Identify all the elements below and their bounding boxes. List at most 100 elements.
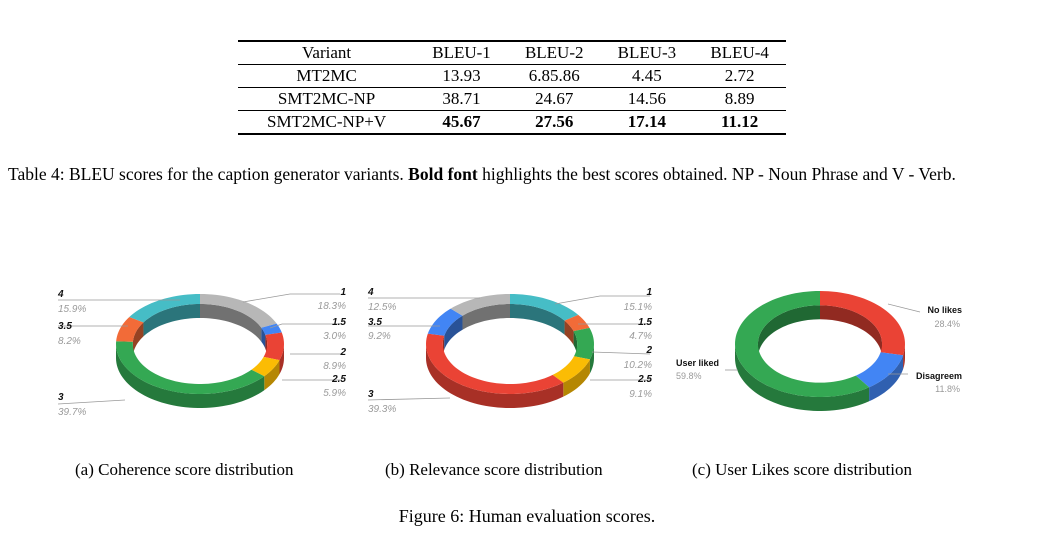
leader-line	[554, 295, 650, 305]
donut	[426, 294, 594, 408]
figure-caption: Figure 6: Human evaluation scores.	[398, 506, 656, 526]
leader-line	[887, 303, 921, 313]
donut-slice-side	[903, 344, 905, 370]
slice-label: 4	[367, 287, 374, 298]
slice-percent: 39.7%	[58, 407, 86, 418]
slice-label: 1.5	[332, 317, 346, 328]
caption-text: Table 4: BLEU scores for the caption gen…	[8, 164, 409, 184]
donut-slice-side	[264, 360, 280, 391]
donut-slice	[263, 332, 284, 361]
slice-label: 3	[368, 389, 374, 400]
donut-slice	[116, 341, 265, 394]
leader-line	[591, 351, 651, 355]
slice-percent: 18.3%	[318, 301, 346, 312]
slice-percent: 4.7%	[629, 331, 652, 342]
donut-slice	[855, 352, 904, 388]
table-cell-best: 17.14	[627, 112, 667, 131]
header-cell: BLEU-1	[432, 43, 491, 62]
donut-slice-inner-wall	[564, 320, 574, 346]
coherence-donut-chart: 1 18.3% 1.5 3.0% 2 8.9% 2.5 5.9% 4 15.9%…	[50, 282, 360, 432]
table-header-row: Variant BLEU-1 BLEU-2 BLEU-3 BLEU-4	[238, 41, 786, 65]
donut-slice	[116, 316, 144, 342]
donut-slice	[573, 327, 594, 360]
donut-slice	[261, 323, 282, 335]
table-cell: SMT2MC-NP	[277, 89, 376, 108]
donut-slice-inner-wall	[132, 322, 144, 356]
donut-slice-inner-wall	[143, 304, 200, 337]
table-cell: 24.67	[535, 89, 574, 108]
slice-percent: 3.0%	[323, 331, 346, 342]
callout-lines	[367, 295, 651, 401]
table-row-best: SMT2MC-NP+V 45.67 27.56 17.14 11.12	[238, 111, 786, 134]
slice-percent: 15.1%	[624, 302, 652, 313]
donut-slice	[200, 294, 277, 328]
slice-percent: 9.2%	[368, 331, 391, 342]
donut-slice	[251, 356, 280, 377]
slice-percent: 5.9%	[323, 388, 346, 399]
donut-slice	[510, 294, 579, 321]
slice-percent: 15.9%	[58, 304, 86, 315]
leader-line	[269, 323, 342, 329]
slice-label: 3.5	[368, 317, 382, 328]
caption-bold-text: Bold font	[408, 164, 478, 184]
donut-slice-side	[869, 355, 904, 402]
slice-label: 1.5	[638, 317, 652, 328]
header-cell: BLEU-3	[617, 43, 677, 62]
donut-slice-side	[279, 344, 284, 375]
leader-line	[57, 399, 126, 405]
table-cell: SMT2MC-NP+V	[266, 112, 387, 131]
slice-percent: 12.5%	[368, 302, 396, 313]
table-cell: MT2MC	[296, 66, 357, 85]
table-cell: 6.85.86	[528, 66, 580, 85]
header-cell: Variant	[302, 43, 352, 62]
donut-slice-side	[589, 344, 594, 374]
donut-slice	[427, 308, 463, 336]
slice-label: User liked	[676, 358, 719, 368]
table-cell: 8.89	[724, 89, 755, 108]
donut-slice-side	[735, 344, 870, 411]
table-cell-best: 11.12	[720, 112, 759, 131]
bleu-table: Variant BLEU-1 BLEU-2 BLEU-3 BLEU-4 MT2M…	[238, 40, 786, 135]
donut-slice	[735, 291, 870, 397]
header-cell: BLEU-2	[524, 43, 584, 62]
user-likes-donut-chart: No likes 28.4% Disagreem 11.8% User like…	[670, 282, 970, 432]
donut-slice	[426, 333, 564, 394]
slice-percent: 8.9%	[323, 361, 346, 372]
slice-label: 2.5	[331, 374, 346, 385]
donut-slice	[564, 314, 590, 332]
donut-slice-inner-wall	[820, 305, 883, 358]
donut-slice-inner-wall	[200, 304, 262, 342]
coherence-donut-svg: 1 18.3% 1.5 3.0% 2 8.9% 2.5 5.9% 4 15.9%…	[57, 287, 346, 418]
donut-slice-side	[116, 344, 265, 408]
slice-label: 2	[339, 347, 346, 358]
callout-lines	[725, 303, 921, 375]
header-cell: BLEU-4	[710, 43, 769, 62]
slice-percent: 39.3%	[368, 404, 396, 415]
slice-percent: 11.8%	[935, 384, 960, 394]
table-row: SMT2MC-NP 38.71 24.67 14.56 8.89	[238, 88, 786, 111]
callout-lines	[57, 293, 342, 405]
donut-slice-side	[426, 344, 564, 408]
slice-label: 2	[645, 345, 652, 356]
table-cell-best: 27.56	[535, 112, 574, 131]
slice-label: 3	[58, 392, 64, 403]
leader-line	[242, 293, 340, 303]
slice-label: 4	[57, 289, 64, 300]
donut-slice-inner-wall	[261, 327, 266, 349]
user-likes-donut-svg: No likes 28.4% Disagreem 11.8% User like…	[676, 291, 962, 411]
slice-label: 2.5	[637, 374, 652, 385]
caption-text: highlights the best scores obtained. NP …	[477, 164, 956, 184]
donut-slice-side	[563, 359, 590, 397]
table-cell: 13.93	[442, 66, 481, 85]
donut-slice	[129, 294, 200, 323]
table-cell-best: 45.67	[442, 112, 481, 131]
subcaption-a: (a) Coherence score distribution	[75, 460, 294, 479]
donut	[116, 294, 284, 408]
slice-label: Disagreem	[916, 371, 962, 381]
donut-slice-inner-wall	[462, 304, 510, 330]
donut-slice	[450, 294, 510, 316]
slice-percent: 28.4%	[934, 319, 960, 329]
table-cell: 38.71	[442, 89, 481, 108]
donut-slice	[820, 291, 905, 356]
slice-percent: 9.1%	[629, 389, 652, 400]
